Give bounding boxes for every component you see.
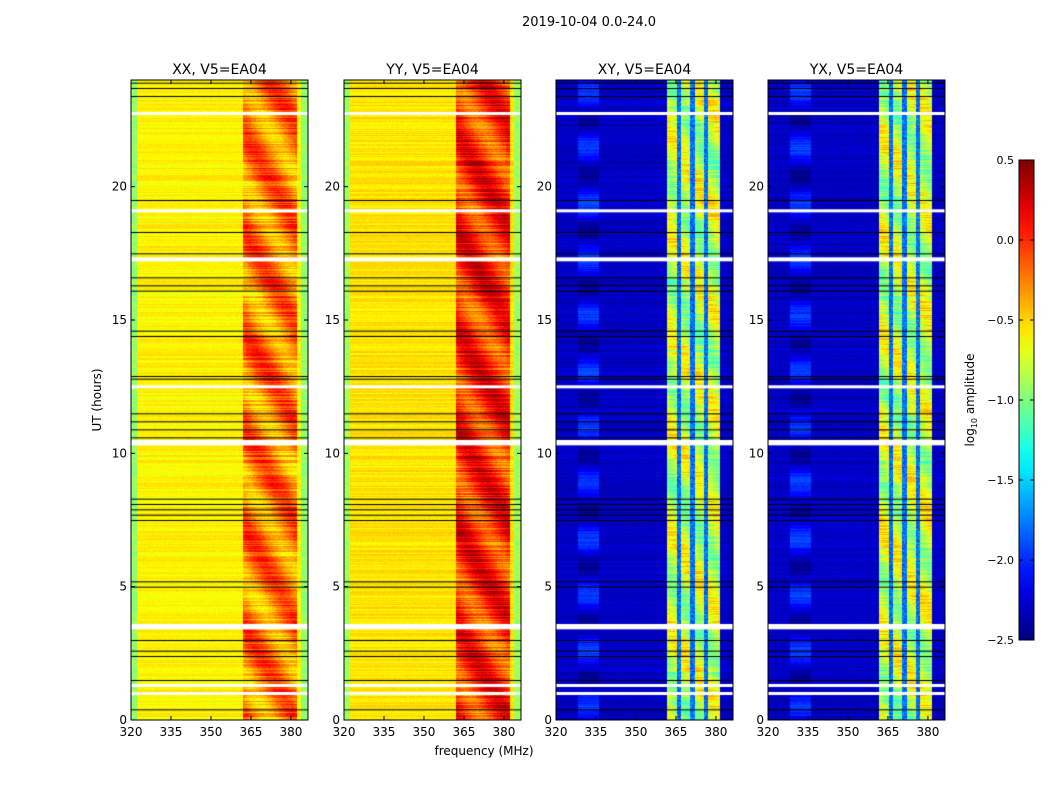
x-tick-label: 320 <box>120 725 143 739</box>
x-axis-label: frequency (MHz) <box>434 744 533 758</box>
y-tick-label: 20 <box>749 180 764 194</box>
x-tick-label: 350 <box>413 725 436 739</box>
y-tick-label: 15 <box>537 313 552 327</box>
x-tick-label: 335 <box>160 725 183 739</box>
x-tick-label: 320 <box>545 725 568 739</box>
y-tick-label: 10 <box>112 446 127 460</box>
y-tick-label: 5 <box>332 580 340 594</box>
colorbar-label: log10 amplitude <box>963 354 979 447</box>
x-tick-label: 365 <box>453 725 476 739</box>
x-tick-label: 365 <box>665 725 688 739</box>
colorbar-tick-label: 0.0 <box>997 234 1015 247</box>
x-tick-label: 380 <box>704 725 727 739</box>
x-tick-label: 365 <box>240 725 263 739</box>
y-tick-label: 20 <box>537 180 552 194</box>
x-tick-label: 350 <box>200 725 223 739</box>
heatmap-xx <box>131 80 308 720</box>
y-tick-label: 0 <box>756 713 764 727</box>
axes-frame <box>343 79 522 721</box>
x-tick-label: 380 <box>492 725 515 739</box>
x-tick-label: 335 <box>373 725 396 739</box>
heatmap-xy <box>556 80 733 720</box>
y-tick-label: 0 <box>119 713 127 727</box>
panel-title: YX, V5=EA04 <box>809 62 904 78</box>
y-tick-label: 5 <box>119 580 127 594</box>
panel-title: YY, V5=EA04 <box>385 62 479 78</box>
panel-title: XY, V5=EA04 <box>598 62 692 78</box>
panel-title: XX, V5=EA04 <box>172 62 267 78</box>
colorbar-tick-label: −0.5 <box>987 314 1014 327</box>
axes-frame <box>555 79 734 721</box>
y-tick-label: 5 <box>544 580 552 594</box>
y-tick-label: 0 <box>332 713 340 727</box>
x-tick-label: 335 <box>797 725 820 739</box>
y-tick-label: 20 <box>325 180 340 194</box>
colorbar-tick-label: −2.0 <box>987 554 1014 567</box>
colorbar-tick-label: −1.0 <box>987 394 1014 407</box>
x-tick-label: 335 <box>585 725 608 739</box>
x-tick-label: 320 <box>333 725 356 739</box>
colorbar-tick-label: 0.5 <box>997 154 1015 167</box>
x-tick-label: 350 <box>837 725 860 739</box>
x-tick-label: 365 <box>877 725 900 739</box>
heatmap-yy <box>344 80 521 720</box>
x-tick-label: 380 <box>279 725 302 739</box>
axes-frame <box>130 79 309 721</box>
axes-frame <box>767 79 946 721</box>
heatmap-yx <box>768 80 945 720</box>
x-tick-label: 350 <box>625 725 648 739</box>
y-axis-label: UT (hours) <box>90 368 104 431</box>
y-tick-label: 10 <box>749 446 764 460</box>
y-tick-label: 20 <box>112 180 127 194</box>
y-tick-label: 15 <box>749 313 764 327</box>
colorbar-tick-label: −2.5 <box>987 634 1014 647</box>
x-tick-label: 320 <box>757 725 780 739</box>
y-tick-label: 0 <box>544 713 552 727</box>
y-tick-label: 15 <box>325 313 340 327</box>
suptitle: 2019-10-04 0.0-24.0 <box>522 15 656 30</box>
y-tick-label: 5 <box>756 580 764 594</box>
y-tick-label: 10 <box>537 446 552 460</box>
x-tick-label: 380 <box>916 725 939 739</box>
y-tick-label: 15 <box>112 313 127 327</box>
y-tick-label: 10 <box>325 446 340 460</box>
colorbar-tick-label: −1.5 <box>987 474 1014 487</box>
